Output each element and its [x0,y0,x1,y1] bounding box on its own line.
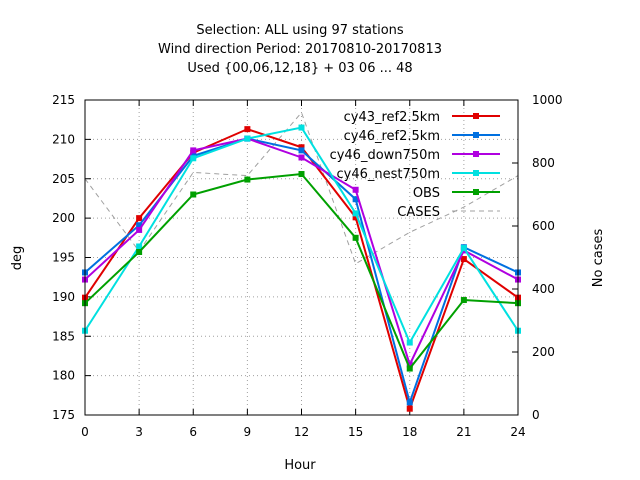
x-tick-label: 9 [244,425,252,439]
data-point-obs [352,234,359,241]
data-point-cy46-down750m [406,361,413,368]
series-layer [82,111,521,412]
chart-title-line-1: Selection: ALL using 97 stations [196,23,404,38]
legend-label: CASES [397,205,440,220]
data-point-cy46-nest750m [406,339,413,346]
data-point-cy46-nest750m [460,245,467,252]
legend-item-cases: CASES [397,205,500,220]
chart-title-line-2: Wind direction Period: 20170810-20170813 [158,42,442,57]
x-tick-label: 12 [294,425,309,439]
data-point-cy43-ref2-5km [406,405,413,412]
legend-item-cy43-ref2-5km: cy43_ref2.5km [344,110,500,125]
data-point-cy46-nest750m [136,243,143,250]
data-point-obs [406,365,413,372]
data-point-cy43-ref2-5km [460,256,467,263]
series-line-cases [84,111,519,265]
y-tick-label: 205 [52,172,75,186]
series-cases [84,111,519,265]
y-tick-label: 175 [52,408,75,422]
data-point-cy46-ref2-5km [352,196,359,203]
data-point-obs [136,248,143,255]
y-tick-label: 195 [52,251,75,265]
data-point-cy43-ref2-5km [298,144,305,151]
plot-frame [84,99,519,416]
y2-tick-label: 400 [532,282,555,296]
legend-label: cy46_ref2.5km [344,129,440,144]
legend-label: OBS [413,186,440,201]
data-point-cy46-down750m [190,147,197,154]
legend-item-cy46-ref2-5km: cy46_ref2.5km [344,129,500,144]
legend-item-cy46-down750m: cy46_down750m [330,148,500,163]
chart-title-line-3: Used {00,06,12,18} + 03 06 ... 48 [187,61,412,76]
legend-marker [473,170,479,176]
y2-tick-label: 200 [532,345,555,359]
data-point-cy46-ref2-5km [298,147,305,154]
data-point-cy46-down750m [298,154,305,161]
y2-tick-label: 1000 [532,93,563,107]
data-point-cy43-ref2-5km [244,126,251,133]
legend-label: cy46_nest750m [337,167,440,182]
right-y-axis: 0 200 400 600 800 1000 [512,93,563,422]
y-tick-label: 215 [52,93,75,107]
legend: cy43_ref2.5km cy46_ref2.5km cy46_down750mc… [330,110,500,220]
x-tick-label: 0 [81,425,89,439]
data-point-obs [190,191,197,198]
data-point-cy46-ref2-5km [406,399,413,406]
x-tick-label: 15 [348,425,363,439]
y2-tick-label: 800 [532,156,555,170]
data-point-cy46-nest750m [244,135,251,142]
legend-label: cy43_ref2.5km [344,110,440,125]
x-tick-label: 24 [510,425,525,439]
legend-marker [473,151,479,157]
data-point-obs [298,171,305,178]
y-tick-label: 180 [52,369,75,383]
legend-marker [473,113,479,119]
left-y-axis: 175 180 185 190 195 200 205 210 215 [52,93,91,422]
x-tick-label: 21 [456,425,471,439]
series-line-cy46-ref2-5km [84,137,519,406]
legend-marker [473,132,479,138]
x-axis-label: Hour [284,458,316,473]
data-point-cy46-ref2-5km [136,222,143,229]
x-tick-label: 3 [135,425,143,439]
legend-marker [473,189,479,195]
data-point-cy46-nest750m [352,210,359,217]
data-point-obs [460,297,467,304]
y-tick-label: 200 [52,211,75,225]
data-point-cy46-down750m [136,226,143,233]
y-tick-label: 190 [52,290,75,304]
data-point-cy43-ref2-5km [136,215,143,222]
legend-label: cy46_down750m [330,148,440,163]
legend-item-cy46-nest750m: cy46_nest750m [337,167,500,182]
data-point-cy43-ref2-5km [352,214,359,221]
y2-axis-label: No cases [591,229,606,288]
y2-tick-label: 0 [532,408,540,422]
y-axis-label: deg [10,246,25,271]
y-tick-label: 185 [52,329,75,343]
y2-tick-label: 600 [532,219,555,233]
data-point-cy46-nest750m [298,124,305,131]
data-point-obs [244,176,251,183]
data-point-cy46-down750m [352,186,359,193]
data-point-cy46-nest750m [190,155,197,162]
legend-item-obs: OBS [413,186,500,201]
x-axis: 0 3 6 9 12 15 18 21 24 [81,100,526,439]
x-tick-label: 18 [402,425,417,439]
x-tick-label: 6 [189,425,197,439]
y-tick-label: 210 [52,132,75,146]
